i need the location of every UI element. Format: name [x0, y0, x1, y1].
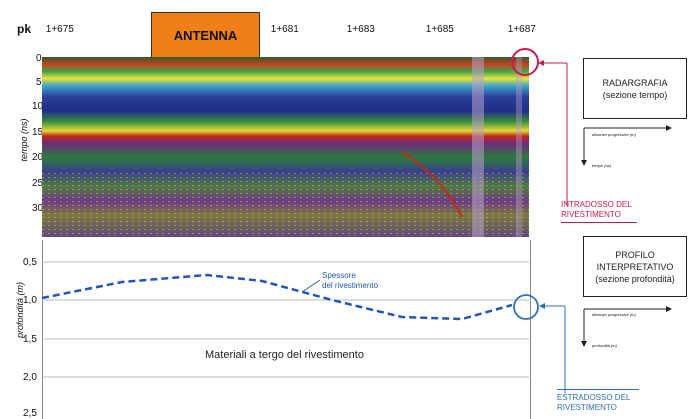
radargram-axis-diagram [581, 125, 672, 166]
intradosso-leader [538, 60, 568, 205]
profile-tick: 2,5 [23, 408, 37, 419]
radar-tick: 20 [32, 152, 44, 163]
chainage-label: 1+685 [423, 24, 454, 35]
radargram-image [42, 57, 529, 237]
chainage-label: 1+687 [505, 24, 536, 35]
radar-tick: 25 [32, 178, 44, 189]
intradosso-circle [511, 48, 539, 76]
estradosso-circle [513, 294, 539, 320]
profile-tick: 0,5 [23, 257, 37, 268]
estradosso-label: ESTRADOSSO DEL RIVESTIMENTO [557, 393, 631, 412]
profile-legend-box: PROFILO INTERPRETATIVO (sezione profondi… [583, 236, 687, 297]
antenna-box: ANTENNA [151, 12, 260, 58]
radar-tick: 5 [36, 77, 42, 88]
profile-legend-text: PROFILO INTERPRETATIVO (sezione profondi… [595, 249, 675, 284]
axis1-x-label: distanze progressive (m) [592, 132, 636, 137]
estradosso-underline [557, 389, 639, 390]
pk-label: pk [17, 22, 32, 36]
profile-tick: 2,0 [23, 372, 37, 383]
radar-tick: 0 [36, 53, 42, 64]
antenna-label: ANTENNA [173, 27, 238, 43]
lining-thickness-line [42, 273, 513, 321]
intradosso-label: INTRADOSSO DEL RIVESTIMENTO [561, 200, 632, 219]
chainage-label: 1+675 [43, 24, 74, 35]
profile-tick: 1,0 [23, 295, 37, 306]
chainage-label: 1+683 [344, 24, 375, 35]
backfill-label: Materiali a tergo del rivestimento [205, 349, 364, 361]
radar-tick: 15 [32, 127, 44, 138]
profile-axis-diagram [581, 306, 672, 347]
axis1-y-label: tempo (ns) [592, 163, 612, 168]
radar-tick: 10 [32, 101, 44, 112]
axis2-x-label: distanze progressive (m) [592, 312, 636, 317]
radar-tick: 30 [32, 203, 44, 214]
profile-chart [42, 261, 529, 378]
radargram-legend-box: RADARGRAFIA (sezione tempo) [583, 58, 687, 119]
intradosso-underline [561, 222, 637, 223]
profile-frame [42, 240, 531, 419]
thickness-label: Spessore del rivestimento [322, 271, 379, 290]
profile-tick: 1,5 [23, 334, 37, 345]
radargram-legend-text: RADARGRAFIA (sezione tempo) [602, 77, 668, 100]
radar-y-axis-title: tempo (ns) [19, 118, 29, 162]
estradosso-leader [539, 303, 566, 393]
chainage-label: 1+681 [268, 24, 299, 35]
axis2-y-label: profondità (m) [592, 343, 617, 348]
